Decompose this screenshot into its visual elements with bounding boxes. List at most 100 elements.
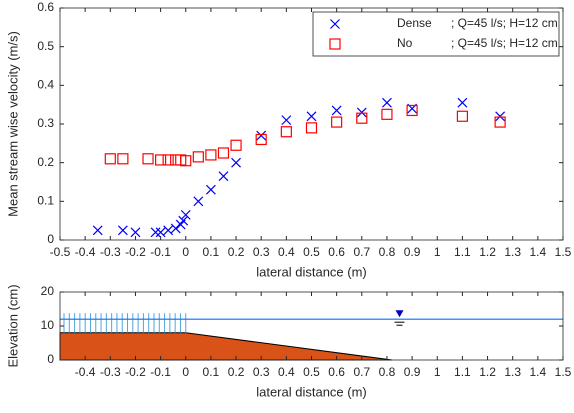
marker-x bbox=[256, 130, 267, 141]
x-tick-label: 1.2 bbox=[479, 365, 496, 379]
marker-x bbox=[193, 196, 204, 207]
water-symbol bbox=[395, 310, 404, 318]
legend-note: ; Q=45 l/s; H=12 cm bbox=[451, 16, 558, 30]
marker-x bbox=[180, 209, 191, 220]
marker-x bbox=[218, 171, 229, 182]
marker-square bbox=[356, 112, 368, 124]
marker-square bbox=[255, 133, 267, 146]
x-tick-label: 1.2 bbox=[479, 245, 496, 259]
marker-x bbox=[205, 184, 216, 195]
x-tick-label: 0.3 bbox=[253, 365, 270, 379]
marker-x bbox=[155, 227, 166, 238]
x-tick-label: 0 bbox=[182, 245, 189, 259]
marker-square bbox=[331, 116, 343, 128]
x-tick-label: -0.5 bbox=[50, 245, 71, 259]
marker-x bbox=[170, 223, 181, 234]
x-tick-label: -0.1 bbox=[150, 365, 171, 379]
x-tick-label: 0.2 bbox=[228, 365, 245, 379]
x-tick-label: 1.5 bbox=[555, 245, 572, 259]
marker-square bbox=[205, 149, 217, 161]
y-tick-label: 0.3 bbox=[37, 116, 54, 130]
marker-x bbox=[150, 227, 161, 238]
marker-square bbox=[180, 155, 192, 167]
x-axis-label: lateral distance (m) bbox=[256, 384, 367, 399]
x-tick-label: -0.3 bbox=[100, 365, 121, 379]
y-tick-label: 0.4 bbox=[37, 78, 54, 92]
marker-x bbox=[163, 225, 174, 236]
marker-x bbox=[356, 107, 367, 118]
x-tick-label: 0.7 bbox=[353, 245, 370, 259]
legend-marker bbox=[329, 38, 341, 50]
y-tick-label: 0.2 bbox=[37, 155, 54, 169]
legend-label: Dense bbox=[397, 16, 432, 30]
marker-x bbox=[178, 215, 189, 226]
x-tick-label: -0.2 bbox=[125, 365, 146, 379]
marker-x bbox=[130, 227, 141, 238]
y-axis-label: Mean stream wise velocity (m/s) bbox=[5, 31, 20, 217]
marker-square bbox=[230, 139, 242, 151]
x-tick-label: -0.2 bbox=[125, 245, 146, 259]
x-tick-label: 0.6 bbox=[328, 245, 345, 259]
x-tick-label: -0.4 bbox=[75, 245, 96, 259]
x-tick-label: 0.1 bbox=[203, 245, 220, 259]
marker-x bbox=[92, 225, 103, 236]
x-tick-label: 1.1 bbox=[454, 245, 471, 259]
marker-x bbox=[382, 97, 392, 108]
x-tick-label: 0 bbox=[182, 365, 189, 379]
x-tick-label: 0.4 bbox=[278, 245, 295, 259]
x-tick-label: 0.3 bbox=[253, 245, 270, 259]
legend-label: No bbox=[397, 36, 413, 50]
marker-square bbox=[217, 147, 230, 159]
x-tick-label: 0.5 bbox=[303, 245, 320, 259]
marker-square bbox=[456, 110, 468, 122]
x-tick-label: 0.1 bbox=[203, 365, 220, 379]
x-tick-label: 1 bbox=[434, 245, 441, 259]
marker-square bbox=[305, 122, 318, 134]
y-tick-label: 0 bbox=[47, 232, 54, 246]
x-tick-label: 0.8 bbox=[379, 365, 396, 379]
y-tick-label: 10 bbox=[41, 318, 55, 332]
marker-x bbox=[306, 111, 317, 122]
marker-square bbox=[280, 126, 292, 138]
x-tick-label: -0.1 bbox=[150, 245, 171, 259]
y-tick-label: 0 bbox=[47, 352, 54, 366]
marker-x bbox=[457, 97, 468, 108]
y-tick-label: 20 bbox=[41, 284, 55, 298]
x-tick-label: 0.2 bbox=[228, 245, 245, 259]
legend-note: ; Q=45 l/s; H=12 cm bbox=[451, 36, 558, 50]
marker-x bbox=[331, 105, 342, 116]
x-tick-label: -0.3 bbox=[100, 245, 121, 259]
x-tick-label: 1.3 bbox=[504, 365, 521, 379]
x-tick-label: 1.4 bbox=[530, 245, 547, 259]
marker-x bbox=[495, 111, 506, 122]
legend-marker bbox=[330, 19, 340, 29]
marker-square bbox=[381, 108, 393, 120]
marker-square bbox=[155, 154, 167, 166]
x-tick-label: 1.4 bbox=[530, 365, 547, 379]
marker-square bbox=[104, 153, 116, 165]
marker-square bbox=[142, 153, 154, 165]
y-tick-label: 0.5 bbox=[37, 39, 54, 53]
marker-square bbox=[162, 154, 174, 166]
x-tick-label: 1.5 bbox=[555, 365, 572, 379]
y-tick-label: 0.1 bbox=[37, 194, 54, 208]
marker-x bbox=[117, 225, 128, 236]
legend-box bbox=[312, 11, 560, 57]
marker-square bbox=[117, 153, 129, 165]
x-tick-label: 1 bbox=[434, 365, 441, 379]
x-tick-label: 1.1 bbox=[454, 365, 471, 379]
x-tick-label: 0.8 bbox=[379, 245, 396, 259]
x-tick-label: 0.9 bbox=[404, 245, 421, 259]
marker-x bbox=[281, 115, 292, 126]
x-tick-label: 0.9 bbox=[404, 365, 421, 379]
y-axis-label: Elevation (cm) bbox=[5, 284, 20, 367]
x-tick-label: -0.4 bbox=[75, 365, 96, 379]
x-tick-label: 0.4 bbox=[278, 365, 295, 379]
marker-x bbox=[231, 157, 241, 168]
y-tick-label: 0.6 bbox=[37, 0, 54, 14]
x-tick-label: 0.5 bbox=[303, 365, 320, 379]
x-tick-label: 1.3 bbox=[504, 245, 521, 259]
x-tick-label: 0.6 bbox=[328, 365, 345, 379]
marker-square bbox=[192, 151, 204, 163]
